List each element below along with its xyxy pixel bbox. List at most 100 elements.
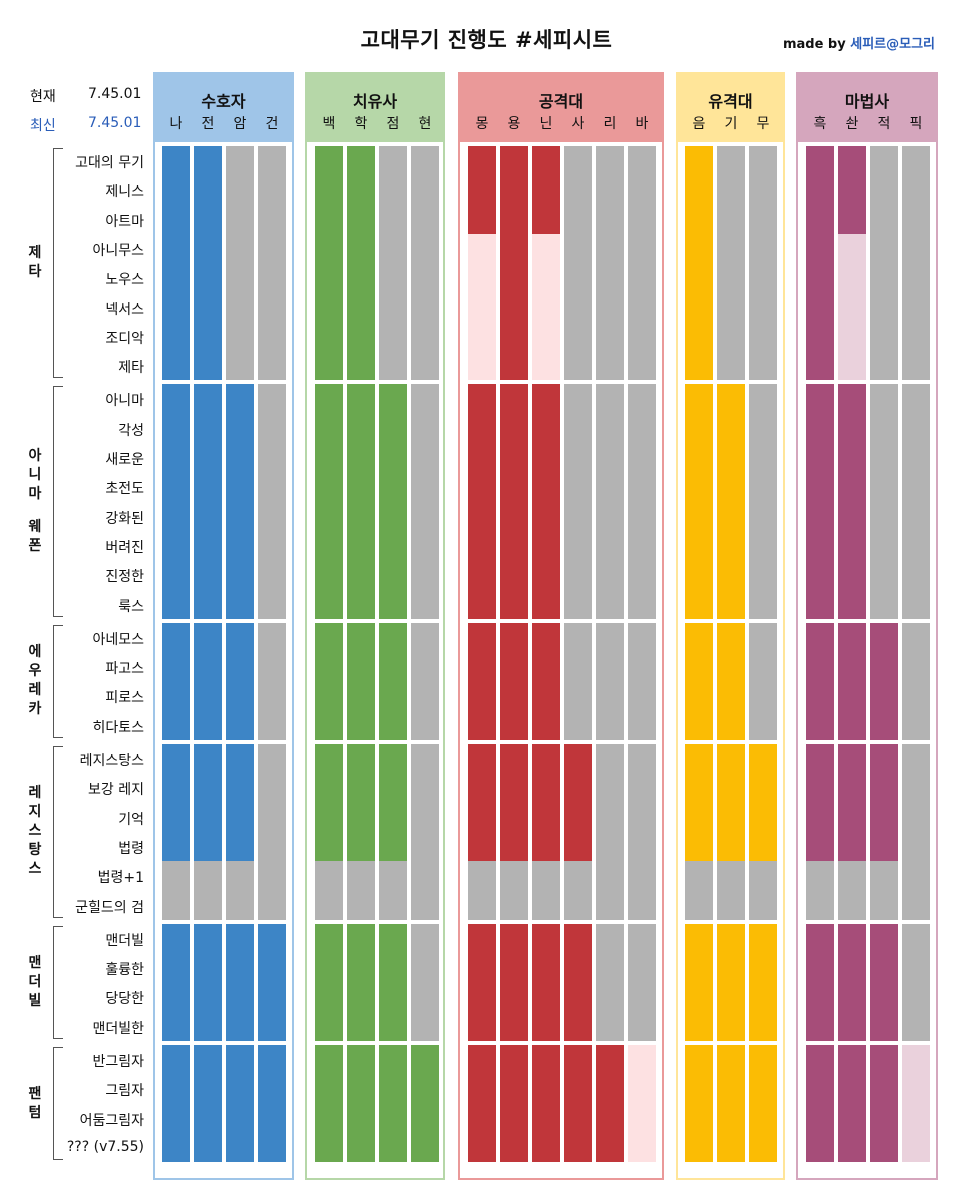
progress-empty [628, 1045, 656, 1163]
progress-filled [194, 146, 222, 381]
group-separator [307, 740, 443, 744]
latest-version-label: 최신 [30, 118, 56, 134]
progress-empty [258, 384, 286, 619]
group-separator [155, 1041, 292, 1045]
progress-filled [162, 146, 190, 381]
group-separator [460, 1041, 662, 1045]
progress-filled [838, 1045, 866, 1163]
group-bracket [53, 624, 63, 738]
role-header: 공격대 [460, 74, 662, 142]
job-label: 전 [201, 116, 215, 132]
progress-filled [685, 384, 713, 619]
progress-filled [194, 384, 222, 619]
job-label: 암 [233, 116, 247, 132]
progress-filled [564, 1045, 592, 1163]
progress-filled [532, 384, 560, 619]
role-name: 마법사 [844, 92, 890, 111]
row-label: 버려진 [105, 539, 144, 556]
group-separator [798, 919, 936, 924]
row-label: 각성 [118, 422, 144, 439]
job-label: 픽 [909, 116, 923, 132]
job-label: 백 [322, 116, 336, 132]
progress-empty [717, 146, 745, 381]
job-label: 용 [507, 116, 521, 132]
role-name: 유격대 [708, 92, 753, 111]
credit-prefix: made by [782, 37, 851, 52]
job-label: 흑 [813, 116, 827, 132]
job-label: 솬 [845, 116, 859, 132]
row-label: 강화된 [105, 510, 144, 527]
row-label: 그림자 [105, 1083, 144, 1100]
progress-filled [162, 384, 190, 619]
progress-empty [411, 384, 439, 619]
row-label: 초전도 [105, 481, 144, 498]
progress-empty [902, 622, 930, 740]
progress-empty [411, 923, 439, 1041]
progress-empty [628, 146, 656, 381]
progress-filled [194, 1045, 222, 1163]
row-label: 진정한 [105, 569, 144, 586]
group-bracket [53, 1047, 63, 1161]
progress-filled [500, 744, 528, 862]
group-separator [307, 919, 443, 924]
row-label: 맨더빌한 [92, 1020, 144, 1037]
row-label: 조디악 [105, 330, 144, 347]
progress-filled [564, 744, 592, 862]
role-header: 치유사 [307, 74, 443, 142]
progress-filled [500, 1045, 528, 1163]
progress-filled [717, 384, 745, 619]
job-label: 무 [756, 116, 770, 132]
role-panel: 수호자 [153, 72, 294, 1180]
role-header: 마법사 [798, 74, 936, 142]
row-label: 새로운 [105, 452, 144, 468]
progress-filled [749, 1045, 777, 1163]
progress-filled [685, 146, 713, 381]
job-label: 리 [603, 116, 617, 132]
row-label: 군힐드의 검 [75, 899, 144, 916]
progress-empty [902, 384, 930, 619]
row-label: 파고스 [105, 661, 144, 678]
progress-filled [194, 744, 222, 862]
progress-filled [596, 1045, 624, 1163]
progress-empty [628, 923, 656, 1041]
progress-filled [315, 384, 343, 619]
group-separator [798, 618, 936, 623]
role-panel: 공격대 [458, 72, 664, 1180]
row-label: 레지스탕스 [79, 753, 144, 769]
job-label: 닌 [539, 116, 553, 132]
group-separator [307, 380, 443, 385]
current-version-value: 7.45.01 [88, 86, 142, 102]
progress-filled [749, 744, 777, 862]
job-label: 건 [265, 116, 279, 132]
progress-filled [532, 146, 560, 234]
progress-filled [806, 384, 834, 619]
group-separator [307, 1041, 443, 1045]
progress-empty [411, 146, 439, 381]
group-separator [155, 919, 292, 924]
group-separator [460, 919, 662, 924]
progress-filled [838, 384, 866, 619]
progress-empty [596, 384, 624, 619]
progress-filled [468, 1045, 496, 1163]
progress-filled [258, 1045, 286, 1163]
row-label: 반그림자 [92, 1054, 144, 1070]
progress-filled [226, 744, 254, 862]
group-separator [798, 740, 936, 744]
progress-empty [596, 744, 624, 920]
job-label: 현 [418, 116, 432, 132]
progress-empty [564, 146, 592, 381]
group-separator [155, 618, 292, 623]
progress-empty [258, 146, 286, 381]
progress-filled [162, 1045, 190, 1163]
credit: made by 세피르@모그리 [783, 33, 935, 52]
progress-empty [902, 1045, 930, 1163]
progress-filled [806, 146, 834, 381]
progress-filled [379, 1045, 407, 1163]
group-separator [678, 618, 783, 623]
role-panel: 마법사 [796, 72, 938, 1180]
job-label: 학 [354, 116, 368, 132]
